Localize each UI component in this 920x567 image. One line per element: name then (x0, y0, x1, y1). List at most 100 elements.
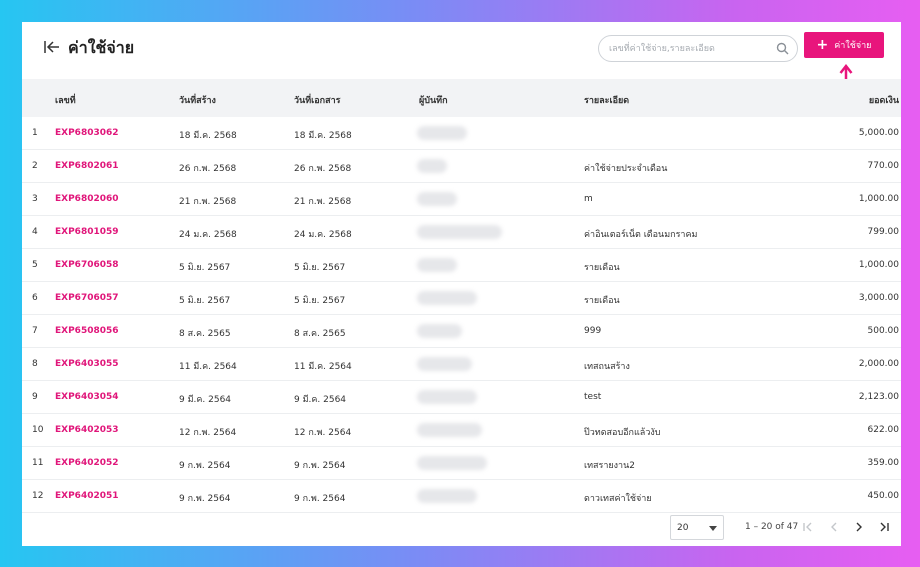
payer-redacted (417, 126, 467, 140)
col-header-doc-date[interactable]: วันที่เอกสาร (294, 96, 341, 106)
table-row[interactable]: 2 EXP6802061 26 ก.พ. 2568 26 ก.พ. 2568 ค่าใช… (22, 150, 901, 183)
search-input[interactable] (609, 40, 769, 58)
table-row[interactable]: 4 EXP6801059 24 ม.ค. 2568 24 ม.ค. 2568 ค่าอิ… (22, 216, 901, 249)
table-row[interactable]: 3 EXP6802060 21 ก.พ. 2568 21 ก.พ. 2568 m 1,00… (22, 183, 901, 216)
payer-redacted (417, 258, 457, 272)
document-date: 18 มี.ค. 2568 (294, 131, 352, 141)
expense-amount: 3,000.00 (858, 293, 899, 303)
col-header-payer[interactable]: ผู้บันทึก (419, 96, 448, 106)
page-header: ค่าใช้จ่าย + ค่าใช้จ่าย (22, 22, 901, 79)
document-date: 11 มี.ค. 2564 (294, 362, 352, 372)
search-box[interactable] (598, 35, 798, 62)
row-index: 11 (32, 458, 44, 468)
table-row[interactable]: 8 EXP6403055 11 มี.ค. 2564 11 มี.ค. 2564 เทส… (22, 348, 901, 381)
expense-number-link[interactable]: EXP6402053 (55, 425, 119, 435)
table-row[interactable]: 9 EXP6403054 9 มี.ค. 2564 9 มี.ค. 2564 test 2… (22, 381, 901, 414)
add-expense-button[interactable]: + ค่าใช้จ่าย (804, 32, 884, 58)
table-header: เลขที่ วันที่สร้าง วันที่เอกสาร ผู้บันทึ… (22, 79, 901, 117)
row-index: 2 (32, 161, 38, 171)
next-page-icon[interactable] (851, 519, 867, 535)
prev-page-icon[interactable] (826, 519, 842, 535)
col-header-no[interactable]: เลขที่ (55, 96, 76, 106)
col-header-created[interactable]: วันที่สร้าง (179, 96, 216, 106)
created-date: 5 มิ.ย. 2567 (179, 296, 231, 306)
table-row[interactable]: 5 EXP6706058 5 มิ.ย. 2567 5 มิ.ย. 2567 รายเด… (22, 249, 901, 282)
created-date: 9 ก.พ. 2564 (179, 461, 231, 471)
row-index: 9 (32, 392, 38, 402)
expense-detail: test (584, 392, 602, 402)
table-row[interactable]: 10 EXP6402053 12 ก.พ. 2564 12 ก.พ. 2564 ป๊วท… (22, 414, 901, 447)
col-header-amount[interactable]: ยอดเงิน (868, 96, 899, 106)
row-index: 10 (32, 425, 44, 435)
created-date: 26 ก.พ. 2568 (179, 164, 237, 174)
expense-number-link[interactable]: EXP6403055 (55, 359, 119, 369)
payer-redacted (417, 489, 477, 503)
payer-redacted (417, 456, 487, 470)
expense-number-link[interactable]: EXP6802061 (55, 161, 119, 171)
page-size-value: 20 (677, 523, 689, 533)
document-date: 9 ก.พ. 2564 (294, 461, 346, 471)
expense-detail: ดาวเทสค่าใช้จ่าย (584, 494, 652, 504)
expense-amount: 1,000.00 (858, 194, 899, 204)
document-date: 24 ม.ค. 2568 (294, 230, 352, 240)
expense-amount: 450.00 (867, 491, 900, 501)
document-date: 26 ก.พ. 2568 (294, 164, 352, 174)
col-header-detail[interactable]: รายละเอียด (584, 96, 630, 106)
table-body: 1 EXP6803062 18 มี.ค. 2568 18 มี.ค. 2568 5,0… (22, 117, 901, 513)
expense-number-link[interactable]: EXP6802060 (55, 194, 119, 204)
document-date: 8 ส.ค. 2565 (294, 329, 346, 339)
collapse-back-icon[interactable] (44, 40, 60, 54)
expense-amount: 500.00 (867, 326, 900, 336)
row-index: 12 (32, 491, 44, 501)
expense-amount: 770.00 (867, 161, 900, 171)
payer-redacted (417, 159, 447, 173)
created-date: 11 มี.ค. 2564 (179, 362, 237, 372)
expense-amount: 622.00 (867, 425, 900, 435)
document-date: 9 ก.พ. 2564 (294, 494, 346, 504)
expense-detail: เทสรายงาน2 (584, 461, 635, 471)
expense-amount: 2,123.00 (858, 392, 899, 402)
created-date: 24 ม.ค. 2568 (179, 230, 237, 240)
row-index: 1 (32, 128, 38, 138)
page-size-select[interactable]: 20 (670, 515, 724, 540)
expense-amount: 799.00 (867, 227, 900, 237)
created-date: 12 ก.พ. 2564 (179, 428, 237, 438)
expense-amount: 359.00 (867, 458, 900, 468)
expense-detail: ค่าใช้จ่ายประจำเดือน (584, 164, 668, 174)
expense-number-link[interactable]: EXP6403054 (55, 392, 119, 402)
search-icon[interactable] (776, 42, 789, 55)
table-row[interactable]: 7 EXP6508056 8 ส.ค. 2565 8 ส.ค. 2565 999 500.… (22, 315, 901, 348)
document-date: 21 ก.พ. 2568 (294, 197, 352, 207)
expense-number-link[interactable]: EXP6402052 (55, 458, 119, 468)
document-date: 5 มิ.ย. 2567 (294, 296, 346, 306)
payer-redacted (417, 324, 462, 338)
expense-amount: 2,000.00 (858, 359, 899, 369)
expense-number-link[interactable]: EXP6801059 (55, 227, 119, 237)
created-date: 21 ก.พ. 2568 (179, 197, 237, 207)
row-index: 4 (32, 227, 38, 237)
table-row[interactable]: 1 EXP6803062 18 มี.ค. 2568 18 มี.ค. 2568 5,0… (22, 117, 901, 150)
payer-redacted (417, 192, 457, 206)
expense-number-link[interactable]: EXP6508056 (55, 326, 119, 336)
expense-number-link[interactable]: EXP6706058 (55, 260, 119, 270)
add-expense-label: ค่าใช้จ่าย (834, 41, 872, 51)
table-row[interactable]: 6 EXP6706057 5 มิ.ย. 2567 5 มิ.ย. 2567 รายเด… (22, 282, 901, 315)
payer-redacted (417, 225, 502, 239)
expense-number-link[interactable]: EXP6706057 (55, 293, 119, 303)
expense-detail: รายเดือน (584, 263, 620, 273)
expense-number-link[interactable]: EXP6402051 (55, 491, 119, 501)
last-page-icon[interactable] (876, 519, 892, 535)
table-row[interactable]: 12 EXP6402051 9 ก.พ. 2564 9 ก.พ. 2564 ดาวเทส… (22, 480, 901, 513)
table-row[interactable]: 11 EXP6402052 9 ก.พ. 2564 9 ก.พ. 2564 เทสราย… (22, 447, 901, 480)
chevron-down-icon (709, 526, 717, 531)
document-date: 9 มี.ค. 2564 (294, 395, 347, 405)
created-date: 5 มิ.ย. 2567 (179, 263, 231, 273)
expense-number-link[interactable]: EXP6803062 (55, 128, 119, 138)
created-date: 18 มี.ค. 2568 (179, 131, 237, 141)
expense-detail: ค่าอินเตอร์เน็ต เดือนมกราคม (584, 230, 698, 240)
payer-redacted (417, 291, 477, 305)
created-date: 9 ก.พ. 2564 (179, 494, 231, 504)
page-title: ค่าใช้จ่าย (68, 38, 135, 57)
created-date: 9 มี.ค. 2564 (179, 395, 232, 405)
first-page-icon[interactable] (800, 519, 816, 535)
